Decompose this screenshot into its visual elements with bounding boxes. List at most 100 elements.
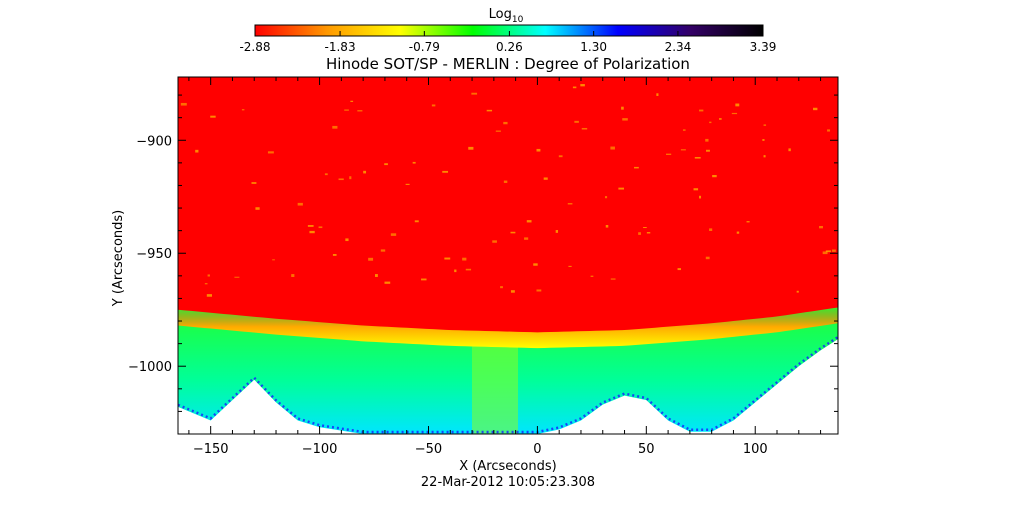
speckle xyxy=(380,249,386,252)
x-tick-label: −100 xyxy=(302,442,338,457)
speckle xyxy=(831,249,836,252)
no-data-region xyxy=(178,339,838,434)
speckle xyxy=(465,268,472,271)
colorbar-label: Log10 xyxy=(489,7,524,25)
speckle xyxy=(567,203,573,205)
speckle xyxy=(255,207,260,210)
y-tick-label: −950 xyxy=(136,247,172,262)
speckle xyxy=(536,148,541,152)
speckle xyxy=(442,170,449,173)
speckle xyxy=(819,225,823,229)
speckle xyxy=(680,149,686,151)
speckle xyxy=(291,274,295,277)
speckle xyxy=(731,112,738,115)
speckle xyxy=(536,289,542,292)
x-axis-label: X (Arcseconds) xyxy=(459,459,556,474)
speckle xyxy=(431,104,436,107)
speckle xyxy=(338,178,344,181)
speckle xyxy=(574,120,579,123)
speckle xyxy=(503,180,508,183)
speckle xyxy=(746,221,750,223)
speckle xyxy=(763,155,766,158)
y-axis: −900 −950 −1000 xyxy=(128,94,838,435)
y-tick-label: −1000 xyxy=(128,360,172,375)
speckle xyxy=(543,177,548,180)
speckle xyxy=(500,286,503,289)
speckle xyxy=(492,240,497,243)
speckle xyxy=(656,93,659,96)
speckle xyxy=(309,230,315,234)
speckle xyxy=(375,274,378,277)
y-axis-label: Y (Arcseconds) xyxy=(111,210,126,307)
colorbar-tick-label: 1.30 xyxy=(580,40,607,54)
speckle xyxy=(638,232,641,235)
speckle xyxy=(405,183,410,185)
speckle xyxy=(363,170,367,174)
speckle xyxy=(368,257,374,261)
speckle xyxy=(180,102,187,106)
speckle xyxy=(486,109,493,112)
speckle xyxy=(822,251,828,255)
timestamp: 22-Mar-2012 10:05:23.308 xyxy=(421,475,595,490)
speckle xyxy=(272,259,275,261)
disk-speckles xyxy=(180,84,836,297)
lighter-vertical-strip xyxy=(472,340,518,434)
speckle xyxy=(510,231,516,234)
speckle xyxy=(634,166,639,169)
speckle xyxy=(610,146,615,150)
colorbar-tick-label: -2.88 xyxy=(239,40,270,54)
speckle xyxy=(762,139,765,141)
plot-frame xyxy=(177,76,839,435)
speckle xyxy=(699,109,704,112)
speckle xyxy=(390,233,397,236)
speckle xyxy=(384,281,391,284)
speckle xyxy=(558,155,563,158)
speckle xyxy=(234,276,240,278)
speckle xyxy=(207,274,210,277)
speckle xyxy=(454,269,457,273)
x-tick-label: 0 xyxy=(533,442,541,457)
speckle xyxy=(677,268,681,271)
speckle xyxy=(666,153,672,155)
speckle xyxy=(827,129,831,132)
speckle xyxy=(709,228,713,231)
x-tick-label: −50 xyxy=(415,442,442,457)
speckle xyxy=(533,263,538,266)
speckle xyxy=(350,100,354,102)
colorbar-tick-label: 3.39 xyxy=(750,40,777,54)
speckle xyxy=(581,127,588,130)
speckle xyxy=(788,148,791,152)
speckle xyxy=(813,107,818,111)
limb-transition xyxy=(178,305,838,349)
speckle xyxy=(693,188,699,191)
speckle xyxy=(495,130,501,132)
speckle xyxy=(297,202,303,206)
speckle xyxy=(307,225,314,227)
speckle xyxy=(468,146,474,150)
colorbar: Log10 -2.88 -1.83 -0.79 0.26 1.30 2.34 3.39 xyxy=(239,7,776,54)
speckle xyxy=(332,254,337,256)
speckle xyxy=(241,109,245,111)
speckle xyxy=(705,138,709,142)
speckle xyxy=(590,275,594,277)
speckle xyxy=(384,163,388,166)
speckle xyxy=(251,182,257,184)
speckle xyxy=(706,149,710,152)
speckle xyxy=(735,103,740,107)
speckle xyxy=(503,121,508,125)
speckle xyxy=(682,129,686,131)
speckle xyxy=(510,290,515,293)
speckle xyxy=(555,230,559,233)
speckle xyxy=(712,174,717,178)
speckle xyxy=(610,278,616,280)
speckle xyxy=(605,224,609,228)
speckle xyxy=(604,196,608,199)
colorbar-tick-label: -1.83 xyxy=(325,40,356,54)
y-tick-label: −900 xyxy=(136,134,172,149)
speckle xyxy=(357,110,363,112)
speckle xyxy=(796,290,799,293)
speckle xyxy=(568,265,572,267)
speckle xyxy=(825,250,831,253)
speckle xyxy=(267,151,274,154)
